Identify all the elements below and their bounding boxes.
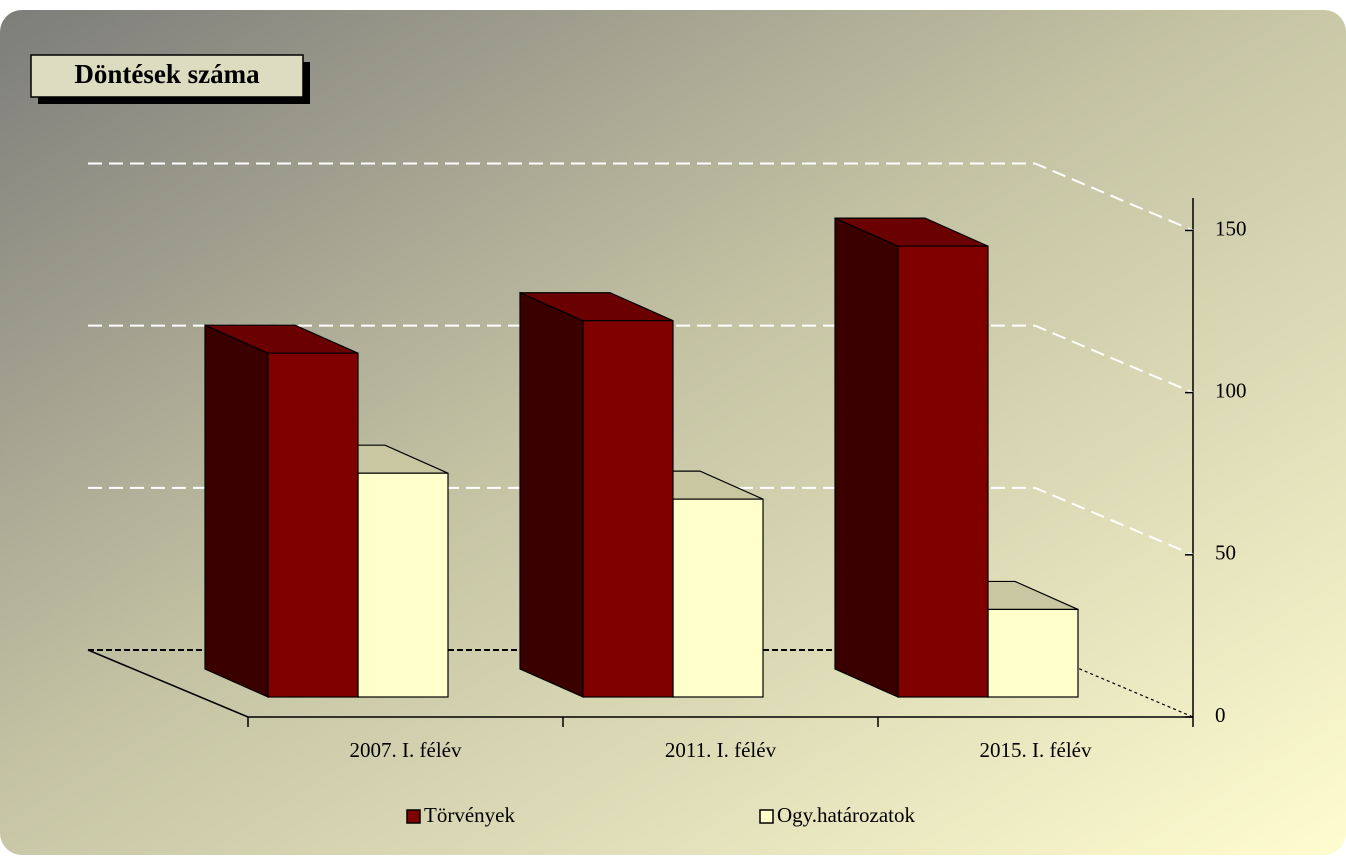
chart-title: Döntések száma: [74, 59, 260, 89]
y-tick-label: 150: [1215, 216, 1247, 240]
bar: [672, 498, 764, 698]
title-box: [30, 54, 304, 98]
bar: [987, 608, 1079, 698]
legend-label: Törvények: [424, 803, 515, 827]
x-tick-label: 2007. I. félév: [350, 738, 462, 762]
plot: 0 50 100 150 2007. I. félév 2011. I. félév 201…: [87, 162, 1247, 827]
bar-side: [519, 291, 584, 698]
y-tick-label: 0: [1215, 703, 1226, 727]
legend-label: Ogy.határozatok: [777, 803, 915, 827]
bar: [267, 352, 359, 698]
bar: [897, 245, 989, 698]
legend-swatch: [406, 809, 421, 824]
grid-line: [88, 162, 1194, 232]
y-tick-label: 100: [1215, 378, 1247, 402]
x-tick-label: 2015. I. félév: [980, 738, 1092, 762]
legend-swatch: [759, 809, 774, 824]
x-tick-label: 2011. I. félév: [665, 738, 777, 762]
floor-left: [87, 649, 249, 718]
bar-side: [204, 324, 269, 698]
y-tick-label: 50: [1215, 541, 1236, 565]
bar: [582, 320, 674, 698]
bar: [357, 472, 449, 698]
floor-right: [1034, 649, 1194, 718]
bar-side: [834, 217, 899, 698]
grid-line: [88, 324, 1194, 394]
